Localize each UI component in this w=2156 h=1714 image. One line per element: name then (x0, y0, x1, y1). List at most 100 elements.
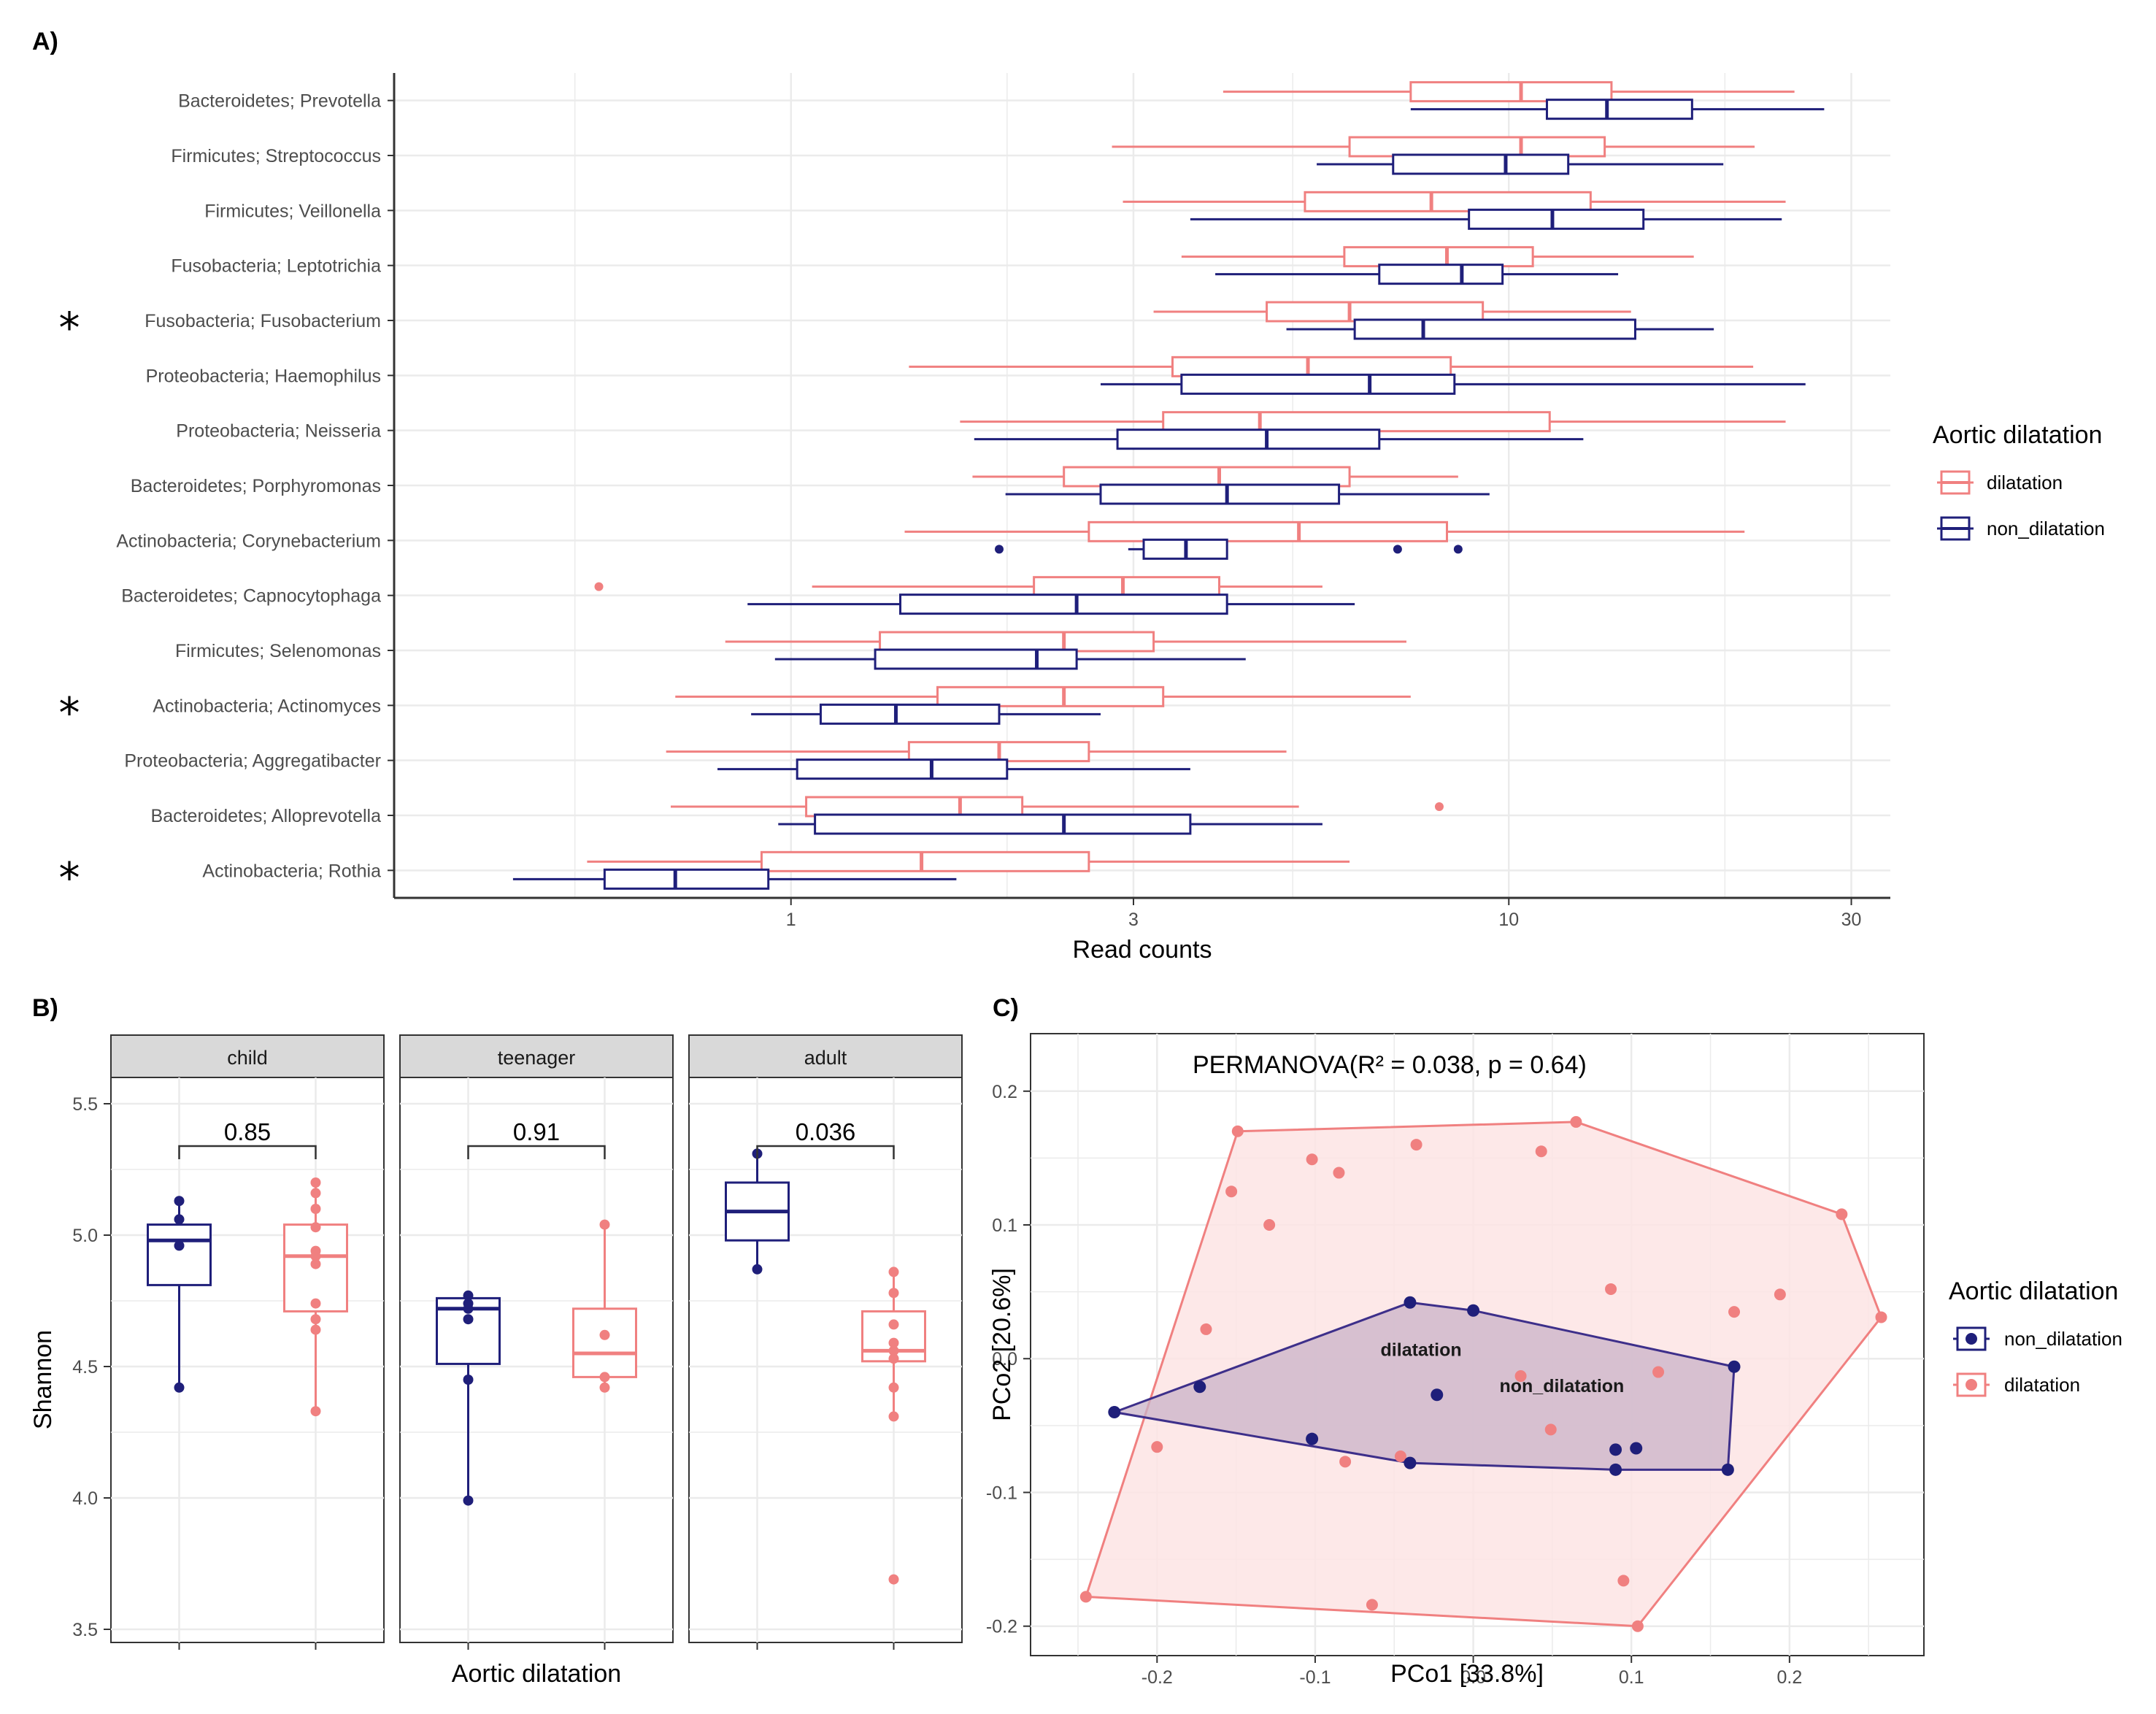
panel-c-dilatation-point (1875, 1311, 1887, 1323)
panel-c-dilatation-point (1728, 1306, 1741, 1318)
panel-a-significance-star: * (59, 303, 80, 353)
panel-b-facets: child 0.85 teenager 0.91 adult 0.036 (110, 1034, 963, 1650)
panel-b-strip (110, 1034, 385, 1078)
panel-b-strip (399, 1034, 674, 1078)
panel-b-strip (688, 1034, 963, 1078)
panel-c-dilatation-point (1570, 1115, 1582, 1128)
panel-c-y-tick-label: 0.1 (992, 1215, 1017, 1236)
panel-c-dilatation-point (1366, 1599, 1378, 1611)
panel-b-dilatation-point (888, 1319, 899, 1330)
panel-b-dilatation-point (310, 1406, 321, 1417)
panel-c-dilatation-point (1774, 1288, 1786, 1301)
panel-b-dilatation-point (310, 1245, 321, 1256)
panel-a-non_dilatation-box (814, 813, 1192, 835)
panel-c-dilatation-point (1535, 1145, 1547, 1158)
panel-b-strip-label: teenager (498, 1047, 576, 1069)
panel-a-dilatation-box (1348, 136, 1606, 158)
panel-a-dilatation-box (1171, 356, 1452, 377)
panel-c-dilatation-point (1333, 1167, 1345, 1179)
panel-a-significance-star: * (59, 688, 80, 737)
panel-a-x-tick-label: 3 (1128, 910, 1139, 930)
panel-c-non-dilatation-point (1630, 1442, 1643, 1455)
panel-a-legend-label-dilatation: dilatation (1987, 472, 2063, 493)
panel-c-hulls (1084, 1121, 1883, 1628)
panel-a-significance-star: * (59, 853, 80, 902)
panel-a-category-label: Actinobacteria; Rothia (202, 861, 381, 881)
panel-a-category-label: Bacteroidetes; Porphyromonas (131, 476, 381, 496)
panel-b-non_dilatation-point (752, 1264, 763, 1275)
panel-c-dilatation-point (1617, 1575, 1630, 1587)
panel-a-category-label: Firmicutes; Selenomonas (175, 641, 381, 661)
panel-a-dilatation-box (1033, 576, 1221, 598)
panel-c-points (1079, 1115, 1887, 1632)
panel-a-category-label: Firmicutes; Veillonella (204, 201, 381, 221)
panel-c-non-dilatation-point (1609, 1443, 1622, 1456)
panel-c-legend-key-point (1966, 1333, 1977, 1345)
panel-b-p-value: 0.91 (513, 1118, 560, 1145)
panel-b-dilatation-point (888, 1345, 899, 1356)
panel-c-dilatation-point (1652, 1366, 1665, 1378)
panel-b-non_dilatation-point (463, 1290, 474, 1301)
panel-b-non_dilatation-point (463, 1495, 474, 1506)
panel-a-x-axis-title: Read counts (1073, 936, 1212, 964)
panel-a-dilatation-box (1063, 466, 1351, 488)
panel-c-dilatation-point (1200, 1323, 1212, 1335)
panel-a-dilatation-box (1266, 301, 1485, 323)
panel-a-legend-label-non-dilatation: non_dilatation (1987, 518, 2105, 539)
panel-a-dilatation-box (1087, 520, 1449, 542)
panel-c-dilatation-point (1514, 1370, 1527, 1383)
panel-b-non_dilatation-point (174, 1196, 185, 1207)
panel-b-dilatation-point (310, 1177, 321, 1188)
panel-c-x-tick-label: 0.2 (1776, 1667, 1802, 1688)
panel-a-y-tick-labels: Bacteroidetes; Prevotella Firmicutes; Str… (59, 91, 394, 902)
panel-a-non_dilatation-outlier (1453, 545, 1463, 554)
panel-c-dilatation-point (1225, 1185, 1238, 1198)
panel-c-dilatation-point (1605, 1283, 1617, 1295)
panel-c-dilatation-point (1631, 1620, 1644, 1632)
panel-a-label: A) (32, 28, 58, 55)
panel-a-non_dilatation-box (899, 593, 1228, 615)
panel-a-non_dilatation-box (1378, 264, 1504, 285)
panel-a-non_dilatation-box (1116, 428, 1381, 450)
panel-a-legend-title: Aortic dilatation (1933, 421, 2102, 449)
panel-c-dilatation-point (1151, 1441, 1163, 1453)
panel-b-dilatation-point (310, 1298, 321, 1309)
panel-c-legend-keys (1953, 1326, 1990, 1397)
panel-b-y-axis-title: Shannon (29, 1330, 57, 1429)
panel-a-non_dilatation-box (819, 703, 1001, 725)
panel-c-non-dilatation-point (1193, 1380, 1206, 1394)
panel-a-x-tick-label: 10 (1498, 910, 1519, 930)
panel-b-dilatation-point (599, 1219, 610, 1230)
panel-b-p-value: 0.036 (796, 1118, 856, 1145)
panel-c-legend-label-non-dilatation: non_dilatation (2004, 1328, 2122, 1350)
panel-b-plot-area (110, 1077, 385, 1643)
panel-c-x-tick-label: 0.0 (1460, 1667, 1486, 1688)
panel-c-permanova-title: PERMANOVA(R² = 0.038, p = 0.64) (1193, 1051, 1587, 1079)
panel-b-y-tick-label: 5.5 (72, 1094, 98, 1115)
panel-c-non-dilatation-hull (1110, 1301, 1736, 1471)
panel-c-legend: Aortic dilatation non_dilatation dilatat… (1949, 1277, 2122, 1397)
panel-a-legend: Aortic dilatation dilatation non_dilatat… (1933, 421, 2105, 541)
panel-c-dilatation-point (1836, 1208, 1848, 1221)
panel-c-non-dilatation-point (1609, 1463, 1622, 1476)
panel-a-non_dilatation-outlier (1393, 545, 1402, 554)
panel-b-chart: child 0.85 teenager 0.91 adult 0.036 3.5 4.0 4.… (29, 1034, 963, 1688)
panel-b-comparison-bracket (756, 1145, 895, 1159)
panel-b-dilatation-point (888, 1353, 899, 1364)
panel-c-dilatation-point (1544, 1423, 1557, 1436)
panel-c-chart: dilatation non_dilatation -0.2 -0.1 0.0 0.1 0… (986, 1033, 2122, 1688)
panel-b-dilatation-point (310, 1324, 321, 1335)
panel-a-x-tick-labels: 1 3 10 30 (786, 898, 1861, 930)
panel-a-dilatation-outlier (594, 582, 604, 591)
panel-a-boxes (512, 81, 1825, 890)
panel-a-dilatation-box (1343, 246, 1534, 268)
panel-b-dilatation-point (888, 1382, 899, 1393)
panel-b-dilatation-point (599, 1372, 610, 1383)
panel-c-dilatation-point (1394, 1450, 1406, 1462)
panel-a-non_dilatation-box (1353, 318, 1636, 340)
panel-a-dilatation-outlier (1434, 802, 1444, 811)
panel-b-dilatation-point (888, 1288, 899, 1299)
panel-b-non_dilatation-box (147, 1223, 212, 1286)
panel-a-category-label: Proteobacteria; Haemophilus (146, 366, 381, 386)
